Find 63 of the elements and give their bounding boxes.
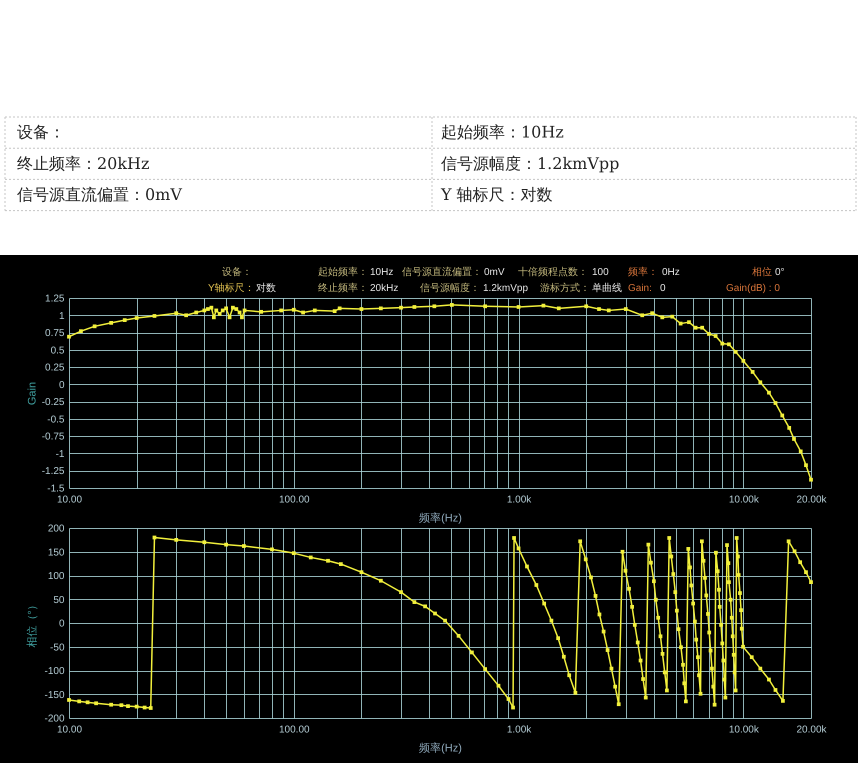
text: 信号源直流偏置： <box>402 266 482 278</box>
y-tick-label: 0 <box>58 380 65 391</box>
text: 0° <box>775 267 785 278</box>
y-tick-label: -1.5 <box>47 484 65 494</box>
y-tick-label: -150 <box>44 690 65 701</box>
text: Y 轴标尺：对数 <box>440 185 553 204</box>
text: 0Hz <box>662 267 680 278</box>
text: 十倍频程点数： <box>518 266 588 278</box>
text: 100 <box>592 267 610 278</box>
x-tick-label: 100.00 <box>278 494 310 506</box>
text: 20kHz <box>370 283 398 294</box>
y-tick-label: -1.25 <box>42 466 65 478</box>
y-tick-label: -50 <box>50 642 65 654</box>
text: 终止频率：20kHz <box>17 154 150 173</box>
y-tick-label: 100 <box>48 571 65 582</box>
text: Gain(dB) : 0 <box>726 283 780 294</box>
text: 终止频率： <box>318 282 368 294</box>
y-axis-title: Gain <box>26 382 38 406</box>
text: 0 <box>660 283 666 294</box>
y-tick-label: 150 <box>48 547 65 558</box>
y-axis-title: 相位（°） <box>26 599 38 648</box>
text: 起始频率： <box>318 266 368 278</box>
y-tick-label: -200 <box>44 714 65 724</box>
x-axis-title: 频率(Hz) <box>419 742 462 754</box>
text: 设备： <box>17 122 65 142</box>
text: 设备： <box>222 266 252 278</box>
text: 0mV <box>484 267 505 278</box>
y-tick-label: 1.25 <box>45 294 65 304</box>
text: 起始频率：10Hz <box>441 122 564 142</box>
text: 对数 <box>256 282 276 294</box>
x-tick-label: 10.00 <box>56 724 82 736</box>
y-tick-label: 0.5 <box>50 345 65 356</box>
text: 10Hz <box>370 267 394 278</box>
y-tick-label: 0.25 <box>45 362 65 374</box>
text: 1.2kmVpp <box>483 283 528 294</box>
x-axis-title: 频率(Hz) <box>419 512 462 524</box>
text: Y轴标尺： <box>208 282 255 294</box>
x-tick-label: 20.00k <box>796 724 828 736</box>
text: 单曲线 <box>592 282 622 294</box>
x-tick-label: 10.00 <box>56 494 82 506</box>
x-tick-label: 20.00k <box>796 494 828 506</box>
text: 信号源直流偏置：0mV <box>17 185 182 204</box>
text: Gain: <box>628 283 652 294</box>
text: 信号源幅度： <box>420 282 480 294</box>
y-tick-label: 200 <box>48 524 65 534</box>
x-tick-label: 100.00 <box>278 724 310 736</box>
x-tick-label: 1.00k <box>506 724 532 736</box>
y-tick-label: 0.75 <box>45 328 65 340</box>
x-tick-label: 1.00k <box>506 494 532 506</box>
y-tick-label: -0.25 <box>42 397 65 408</box>
y-tick-label: 1 <box>58 310 65 322</box>
x-tick-label: 10.00k <box>728 724 760 736</box>
y-tick-label: -0.75 <box>42 432 65 443</box>
y-tick-label: -0.5 <box>47 414 65 426</box>
y-tick-label: -100 <box>44 666 65 677</box>
text: 信号源幅度：1.2kmVpp <box>441 154 620 173</box>
text: 相位 <box>752 266 772 278</box>
text: 游标方式： <box>540 282 590 294</box>
y-tick-label: -1 <box>56 448 65 460</box>
y-tick-label: 50 <box>53 594 65 606</box>
text: 频率： <box>628 266 658 278</box>
y-tick-label: 0 <box>58 618 65 630</box>
x-tick-label: 10.00k <box>728 494 760 506</box>
